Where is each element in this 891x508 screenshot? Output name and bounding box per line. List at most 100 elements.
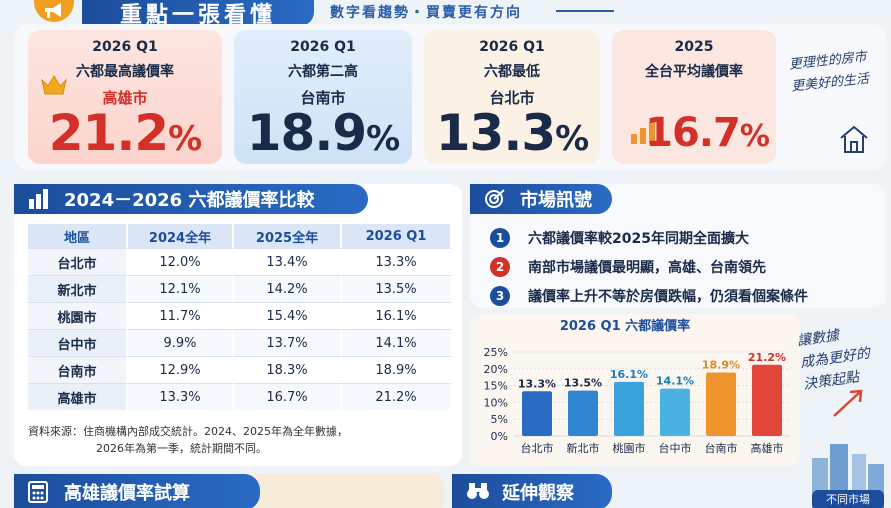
- card-desc: 六都第二高: [288, 64, 358, 80]
- table-cell: 14.1%: [342, 329, 452, 356]
- signal-text: 六都議價率較2025年同期全面擴大: [528, 231, 749, 247]
- comparison-title-text: 2024－2026 六都議價率比較: [64, 190, 315, 211]
- column-header: 地區: [28, 224, 128, 248]
- x-tick-label: 新北市: [567, 441, 600, 455]
- stat-card-taipei: 2026 Q1 六都最低 台北市 13.3%: [424, 30, 600, 164]
- card-period: 2025: [674, 39, 714, 55]
- card-value: 21.2: [48, 104, 169, 162]
- card-period: 2026 Q1: [290, 39, 356, 55]
- handwritten-slogan: 更理性的房市 更美好的生活: [788, 45, 882, 98]
- table-cell: 12.0%: [128, 248, 234, 275]
- table-cell: 18.9%: [342, 356, 452, 383]
- card-unit: %: [366, 119, 400, 159]
- table-cell: 14.2%: [234, 275, 342, 302]
- bar-value-label: 14.1%: [656, 375, 694, 388]
- comparison-table: 地區 2024全年 2025全年 2026 Q1 台北市 12.0% 13.4% 13…: [28, 224, 452, 410]
- table-cell: 新北市: [28, 275, 128, 302]
- source-note-line: 資料來源：住商機構內部成交統計。2024、2025年為全年數據，: [28, 425, 348, 438]
- table-row: 桃園市 11.7% 15.4% 16.1%: [28, 302, 452, 329]
- table-cell: 台北市: [28, 248, 128, 275]
- card-desc: 六都最高議價率: [76, 64, 174, 80]
- handwritten-chart-note: 讓數據 成為更好的 決策起點: [796, 318, 891, 396]
- y-tick-label: 10%: [484, 396, 508, 409]
- table-cell: 12.1%: [128, 275, 234, 302]
- signal-text: 議價率上升不等於房價跌幅，仍須看個案條件: [528, 289, 808, 305]
- bar: [614, 381, 644, 436]
- signals-title: 市場訊號: [470, 184, 612, 214]
- table-cell: 21.2%: [342, 383, 452, 410]
- signal-number: 3: [490, 286, 510, 306]
- subtitle-divider: [556, 10, 614, 12]
- x-tick-label: 桃園市: [613, 441, 646, 455]
- table-cell: 13.5%: [342, 275, 452, 302]
- card-desc: 六都最低: [484, 64, 540, 80]
- bar-chart-panel: 2026 Q1 六都議價率 25% 20% 15% 10% 5% 0% 13.3% 台北市 13.…: [470, 314, 800, 466]
- crown-icon: [40, 74, 68, 100]
- target-icon: [484, 189, 506, 209]
- card-desc: 全台平均議價率: [645, 64, 743, 80]
- calc-title: 高雄議價率試算: [14, 474, 260, 508]
- signal-item: 3 議價率上升不等於房價跌幅，仍須看個案條件: [490, 283, 880, 309]
- table-cell: 13.7%: [234, 329, 342, 356]
- arrow-icon: [832, 388, 866, 422]
- bar-value-label: 16.1%: [610, 368, 648, 381]
- bar-value-label: 18.9%: [702, 358, 740, 371]
- card-city: 台北市: [489, 89, 535, 107]
- y-tick-label: 25%: [484, 346, 508, 359]
- column-header: 2024全年: [128, 224, 234, 248]
- bar-value-label: 21.2%: [748, 351, 786, 364]
- calculator-icon: [28, 481, 50, 503]
- bar-value-label: 13.3%: [518, 377, 556, 390]
- page-subtitle: 數字看趨勢・買賣更有方向: [330, 5, 522, 21]
- x-tick-label: 高雄市: [751, 441, 784, 455]
- stat-card-kaohsiung: 2026 Q1 六都最高議價率 高雄市 21.2%: [28, 30, 222, 164]
- signal-number: 1: [490, 228, 510, 248]
- table-cell: 16.7%: [234, 383, 342, 410]
- source-note: 資料來源：住商機構內部成交統計。2024、2025年為全年數據， 2026年為第…: [28, 423, 458, 457]
- table-cell: 18.3%: [234, 356, 342, 383]
- table-header-row: 地區 2024全年 2025全年 2026 Q1: [28, 224, 452, 248]
- x-tick-label: 台北市: [521, 441, 554, 455]
- y-tick-label: 0%: [491, 430, 508, 443]
- table-cell: 9.9%: [128, 329, 234, 356]
- page-title: 重點一張看懂: [82, 0, 314, 28]
- table-cell: 16.1%: [342, 302, 452, 329]
- bar: [706, 372, 736, 436]
- table-row: 台南市 12.9% 18.3% 18.9%: [28, 356, 452, 383]
- binoculars-icon: [466, 482, 489, 502]
- bar: [752, 364, 782, 436]
- card-value: 18.9: [246, 104, 367, 162]
- card-city: 台南市: [300, 89, 346, 107]
- stat-card-tainan: 2026 Q1 六都第二高 台南市 18.9%: [234, 30, 412, 164]
- card-period: 2026 Q1: [479, 39, 545, 55]
- bar-chart-icon: [630, 122, 656, 148]
- table-cell: 高雄市: [28, 383, 128, 410]
- table-cell: 桃園市: [28, 302, 128, 329]
- chart-title: 2026 Q1 六都議價率: [560, 318, 690, 334]
- card-unit: %: [739, 119, 770, 154]
- bar: [660, 388, 690, 436]
- column-header: 2025全年: [234, 224, 342, 248]
- megaphone-icon: [34, 0, 74, 22]
- table-cell: 13.4%: [234, 248, 342, 275]
- extended-title: 延伸觀察: [452, 474, 612, 508]
- y-tick-label: 20%: [484, 363, 508, 376]
- house-icon: [838, 124, 870, 154]
- bar-value-label: 13.5%: [564, 377, 602, 390]
- card-unit: %: [555, 119, 589, 159]
- signal-text: 南部市場議價最明顯，高雄、台南領先: [528, 260, 766, 276]
- y-tick-label: 15%: [484, 380, 508, 393]
- table-cell: 11.7%: [128, 302, 234, 329]
- extended-title-text: 延伸觀察: [502, 483, 574, 504]
- table-row: 台北市 12.0% 13.4% 13.3%: [28, 248, 452, 275]
- table-cell: 12.9%: [128, 356, 234, 383]
- stat-card-national: 2025 全台平均議價率 16.7%: [612, 30, 776, 164]
- table-row: 新北市 12.1% 14.2% 13.5%: [28, 275, 452, 302]
- table-cell: 15.4%: [234, 302, 342, 329]
- corner-tag: 不同市場: [812, 490, 884, 508]
- card-value: 16.7: [645, 110, 741, 156]
- table-row: 高雄市 13.3% 16.7% 21.2%: [28, 383, 452, 410]
- calc-title-text: 高雄議價率試算: [64, 483, 190, 504]
- signals-title-text: 市場訊號: [520, 190, 592, 211]
- table-cell: 13.3%: [128, 383, 234, 410]
